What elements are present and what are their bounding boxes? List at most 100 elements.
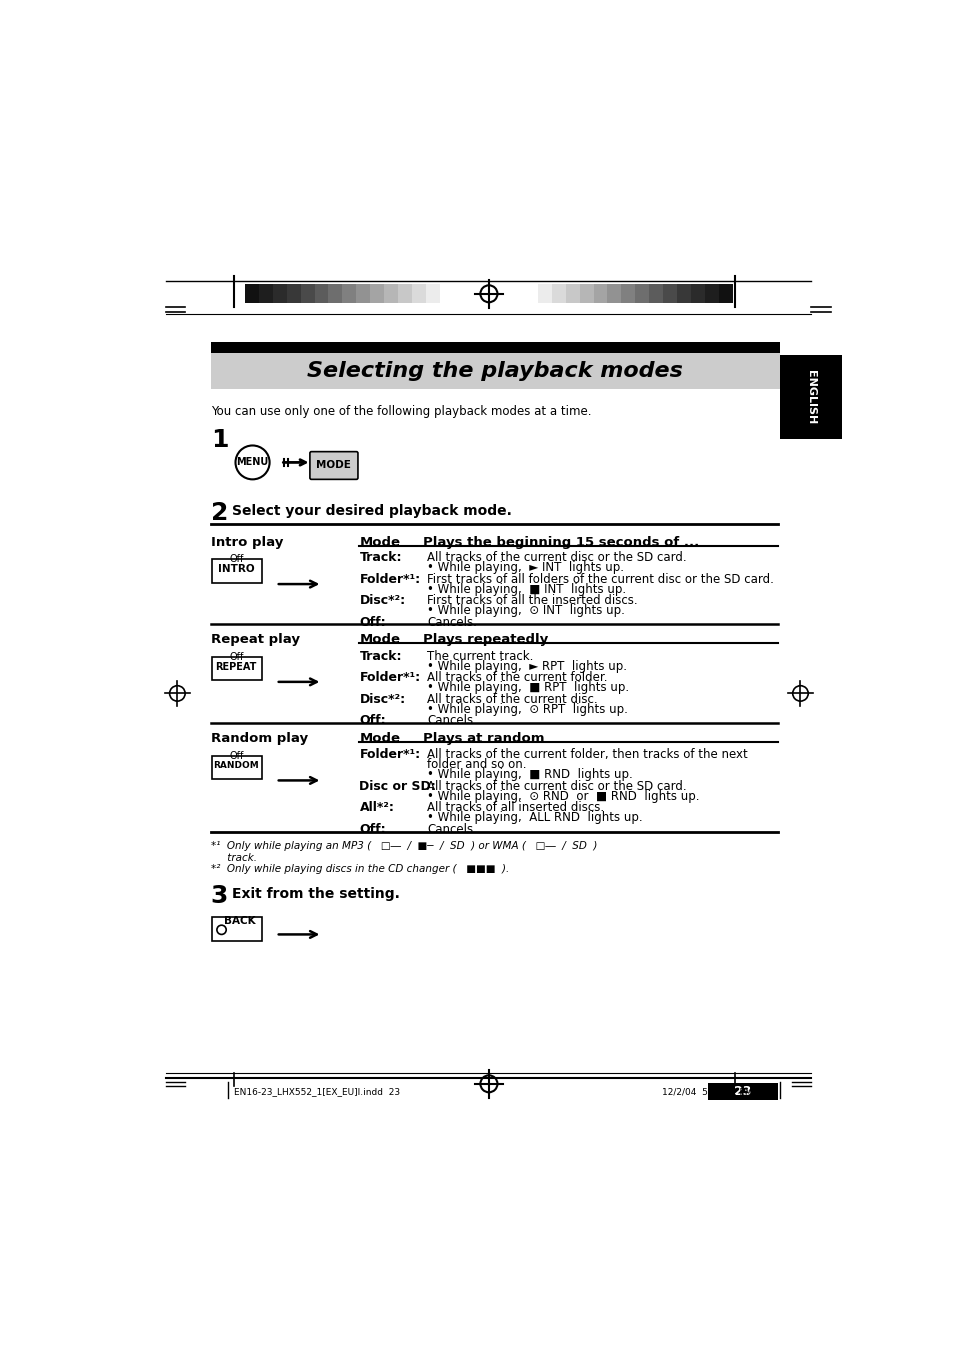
Text: • While playing,  ■ RND  lights up.: • While playing, ■ RND lights up. <box>427 769 632 781</box>
Text: All tracks of the current folder.: All tracks of the current folder. <box>427 671 607 684</box>
Text: • While playing,  ■ INT  lights up.: • While playing, ■ INT lights up. <box>427 582 625 596</box>
Text: Selecting the playback modes: Selecting the playback modes <box>307 361 682 381</box>
Text: *²  Only while playing discs in the CD changer (   ■■■  ).: *² Only while playing discs in the CD ch… <box>211 865 508 874</box>
Text: Cancels.: Cancels. <box>427 715 476 727</box>
Text: MENU: MENU <box>236 458 269 467</box>
Text: Cancels.: Cancels. <box>427 823 476 836</box>
Bar <box>245 284 258 303</box>
Text: Disc or SD:: Disc or SD: <box>359 780 436 793</box>
Text: Folder*¹:: Folder*¹: <box>359 671 420 684</box>
Bar <box>273 284 286 303</box>
Text: Mode: Mode <box>359 732 400 744</box>
Bar <box>635 284 649 303</box>
Text: 1: 1 <box>211 428 228 451</box>
Text: All*²:: All*²: <box>359 801 394 815</box>
Text: Off: Off <box>229 751 243 761</box>
Text: BACK: BACK <box>223 916 254 925</box>
Bar <box>719 284 732 303</box>
Text: • While playing,  ⊙ INT  lights up.: • While playing, ⊙ INT lights up. <box>427 604 624 617</box>
Text: • While playing,  ⊙ RND  or  ■ RND  lights up.: • While playing, ⊙ RND or ■ RND lights u… <box>427 790 699 802</box>
Text: Plays at random: Plays at random <box>422 732 544 744</box>
Text: All tracks of the current disc.: All tracks of the current disc. <box>427 693 597 705</box>
Text: *¹  Only while playing an MP3 (   □―  /  ■─  /  SD  ) or WMA (   □―  /  SD  ): *¹ Only while playing an MP3 ( □― / ■─ /… <box>211 842 597 851</box>
Text: Disc*²:: Disc*²: <box>359 594 405 607</box>
Text: MODE: MODE <box>316 459 351 470</box>
Bar <box>565 284 579 303</box>
Bar <box>551 284 565 303</box>
Bar <box>677 284 691 303</box>
Bar <box>211 342 779 353</box>
Bar <box>314 284 328 303</box>
Text: Track:: Track: <box>359 551 401 563</box>
Bar <box>593 284 607 303</box>
Text: Track:: Track: <box>359 650 401 662</box>
Bar <box>537 284 551 303</box>
Text: First tracks of all folders of the current disc or the SD card.: First tracks of all folders of the curre… <box>427 573 773 585</box>
Text: Exit from the setting.: Exit from the setting. <box>233 888 400 901</box>
Text: Plays the beginning 15 seconds of ...: Plays the beginning 15 seconds of ... <box>422 535 699 549</box>
Text: 2: 2 <box>211 501 228 526</box>
Text: RANDOM: RANDOM <box>213 762 259 770</box>
Text: Intro play: Intro play <box>211 535 283 549</box>
Text: • While playing,  ⊙ RPT  lights up.: • While playing, ⊙ RPT lights up. <box>427 703 627 716</box>
Bar <box>607 284 620 303</box>
Text: Repeat play: Repeat play <box>211 634 299 646</box>
Bar <box>328 284 342 303</box>
Text: EN16-23_LHX552_1[EX_EU]l.indd  23: EN16-23_LHX552_1[EX_EU]l.indd 23 <box>233 1088 399 1096</box>
Text: Mode: Mode <box>359 634 400 646</box>
Text: track.: track. <box>211 852 256 863</box>
Text: • While playing,  ► RPT  lights up.: • While playing, ► RPT lights up. <box>427 659 626 673</box>
Bar <box>300 284 314 303</box>
Bar <box>211 353 779 389</box>
Bar <box>707 1084 778 1100</box>
Bar <box>258 284 273 303</box>
Text: Disc*²:: Disc*²: <box>359 693 405 705</box>
Text: INTRO: INTRO <box>217 563 254 574</box>
Bar <box>356 284 370 303</box>
FancyBboxPatch shape <box>212 657 261 681</box>
Bar <box>384 284 397 303</box>
Bar <box>579 284 593 303</box>
Bar <box>704 284 719 303</box>
FancyBboxPatch shape <box>212 559 261 582</box>
Bar <box>286 284 300 303</box>
Text: Off:: Off: <box>359 616 386 628</box>
Bar <box>412 284 426 303</box>
Text: Off:: Off: <box>359 823 386 836</box>
Text: You can use only one of the following playback modes at a time.: You can use only one of the following pl… <box>211 405 591 417</box>
Text: The current track.: The current track. <box>427 650 533 662</box>
Text: All tracks of the current disc or the SD card.: All tracks of the current disc or the SD… <box>427 551 686 563</box>
Bar <box>620 284 635 303</box>
Text: All tracks of the current disc or the SD card.: All tracks of the current disc or the SD… <box>427 780 686 793</box>
Text: REPEAT: REPEAT <box>215 662 256 673</box>
FancyBboxPatch shape <box>212 917 261 940</box>
Circle shape <box>235 446 270 480</box>
Text: All tracks of all inserted discs.: All tracks of all inserted discs. <box>427 801 603 815</box>
Bar <box>649 284 662 303</box>
Text: 23: 23 <box>734 1085 751 1098</box>
FancyBboxPatch shape <box>212 755 261 780</box>
Text: • While playing,  ALL RND  lights up.: • While playing, ALL RND lights up. <box>427 811 642 824</box>
Bar <box>691 284 704 303</box>
Text: Random play: Random play <box>211 732 308 744</box>
Text: All tracks of the current folder, then tracks of the next: All tracks of the current folder, then t… <box>427 748 747 761</box>
Text: • While playing,  ► INT  lights up.: • While playing, ► INT lights up. <box>427 561 623 574</box>
Text: Off:: Off: <box>359 715 386 727</box>
Bar <box>662 284 677 303</box>
Text: First tracks of all the inserted discs.: First tracks of all the inserted discs. <box>427 594 637 607</box>
Text: • While playing,  ■ RPT  lights up.: • While playing, ■ RPT lights up. <box>427 681 628 694</box>
Text: Plays repeatedly: Plays repeatedly <box>422 634 548 646</box>
Text: 12/2/04  5:31:51 PM: 12/2/04 5:31:51 PM <box>661 1088 752 1096</box>
Text: Cancels.: Cancels. <box>427 616 476 628</box>
FancyBboxPatch shape <box>310 451 357 480</box>
Bar <box>397 284 412 303</box>
Text: 3: 3 <box>211 885 228 908</box>
Text: Mode: Mode <box>359 535 400 549</box>
Bar <box>370 284 384 303</box>
Text: Select your desired playback mode.: Select your desired playback mode. <box>233 504 512 517</box>
Text: Folder*¹:: Folder*¹: <box>359 748 420 761</box>
Text: Off: Off <box>229 653 243 662</box>
Bar <box>426 284 439 303</box>
Text: Off: Off <box>229 554 243 563</box>
Bar <box>342 284 356 303</box>
